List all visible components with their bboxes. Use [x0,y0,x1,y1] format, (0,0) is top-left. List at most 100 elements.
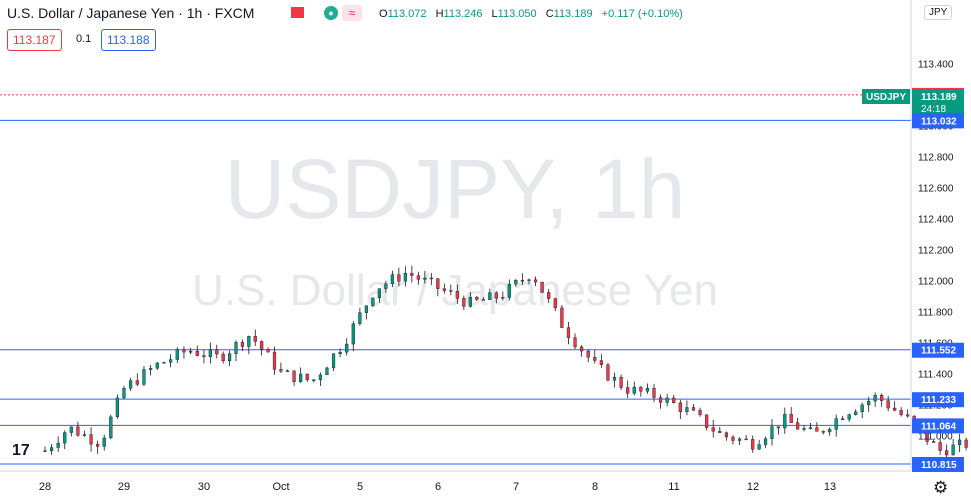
candle-body [632,386,636,394]
time-tick-label: 28 [39,481,51,493]
price-tick-label: 113.400 [918,59,954,70]
time-tick-label: 5 [357,481,363,493]
high-label: H [435,8,444,20]
candle-body [821,431,825,433]
candle-body [964,439,968,448]
time-tick-label: 30 [198,481,210,493]
horizontal-lines [0,94,911,465]
price-tick-label: 112.000 [918,276,954,287]
time-tick-label: 6 [435,481,441,493]
candle-body [586,350,590,358]
candle-body [253,336,257,342]
sell-button[interactable]: 113.187 [7,29,62,51]
candle-body [331,353,336,369]
close-label: C [545,8,554,20]
price-tick-label: 112.200 [918,245,954,256]
currency-badge[interactable]: JPY [924,5,953,20]
price-tick-label: 112.800 [918,152,954,163]
candle-body [49,447,54,452]
tradingview-logo[interactable]: 17 [12,442,30,459]
candle-body [698,410,702,415]
time-tick-label: 7 [513,481,519,493]
price-tick-label: 111.000 [918,431,953,442]
candle-body [645,387,650,392]
candle-body [520,280,524,282]
open-value: 113.072 [387,8,427,20]
candle-body [481,299,485,301]
candle-body [841,418,845,420]
candle-body [403,273,407,282]
candle-body [169,359,173,363]
gear-icon[interactable]: ⚙ [933,478,949,497]
watermark: USDJPY, 1h U.S. Dollar / Japanese Yen [192,142,718,315]
candle-body [938,442,942,451]
candle-body [292,370,296,382]
candle-body [371,297,375,307]
candle-body [619,376,623,388]
candle-body [847,414,851,420]
price-label [912,392,964,408]
candle-body [195,351,199,356]
flag-icon[interactable] [291,7,304,18]
candle-body [202,355,206,357]
candle-body [815,427,819,432]
price-labels: 113.196USDJPY113.18924:18113.032111.5521… [862,87,964,472]
candle-body [560,307,564,328]
candle-body [475,296,479,300]
candle-body [162,362,166,364]
candle-body [351,323,355,345]
candle-body [227,353,232,362]
candle-body [540,281,544,293]
candle-body [606,364,610,381]
time-axis[interactable]: 28 29 30 Oct 5 6 7 8 11 12 13 [0,470,911,493]
candle-body [685,407,689,413]
candle-body [468,296,472,307]
candle-body [102,437,106,447]
candle-body [449,290,453,292]
candle-body [776,426,780,429]
candle-body [455,291,459,299]
change-value: +0.117 (+0.10%) [601,8,683,20]
candle-body [43,450,47,452]
candle-body [737,438,742,441]
price-label-text: 111.064 [921,421,956,432]
candle-body [854,411,858,415]
candle-body [285,370,290,372]
price-label-text: 111.552 [921,346,956,357]
candle-body [247,336,251,347]
candle-body [175,349,179,360]
candle-body [573,337,577,348]
candle-body [899,410,903,415]
buy-button[interactable]: 113.188 [101,29,156,51]
symbol-title[interactable]: U.S. Dollar / Japanese Yen · 1h · FXCM [7,5,255,21]
candle-body [932,441,936,443]
symbol-tag-text: USDJPY [866,92,906,103]
candle-body [155,362,159,369]
candle-body [951,444,955,456]
candle-body [416,275,420,280]
candle-body [377,288,381,299]
candle-body [221,353,225,362]
candles [43,265,968,459]
candle-body [189,351,193,353]
candle-body [553,298,557,309]
candle-body [678,402,682,413]
candle-body [711,427,715,432]
candle-body [182,349,186,353]
candle-body [82,434,87,436]
candle-body [89,434,93,445]
candle-body [639,386,643,392]
candle-body [566,327,571,338]
candle-body [507,283,511,298]
candle-body [860,404,864,413]
ohlc-readout: O113.072 H113.246 L113.050 C113.189 +0.1… [379,8,689,20]
low-value: 113.050 [497,8,537,20]
candle-body [279,369,283,372]
symbol-tag [862,89,910,105]
candle-body [886,400,890,409]
candle-body [789,413,793,423]
last-price-label [912,89,964,116]
candle-body [240,342,245,347]
candle-body [345,343,349,353]
